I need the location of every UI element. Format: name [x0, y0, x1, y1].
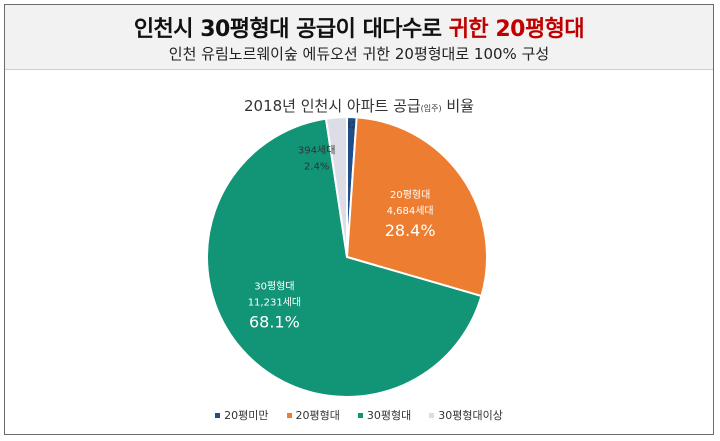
- chart-title-tail: 비율: [441, 97, 475, 115]
- legend-swatch: [286, 412, 292, 418]
- legend-label: 20평미만: [224, 409, 269, 422]
- chart-title: 2018년 인천시 아파트 공급(입주) 비율: [5, 95, 713, 116]
- chart-title-main: 2018년 인천시 아파트 공급: [243, 97, 421, 115]
- pie-slice-30평형대: [206, 117, 483, 398]
- title-main: 인천시 30평형대 공급이 대다수로: [133, 17, 449, 42]
- legend-swatch: [429, 412, 435, 418]
- legend-label: 30평형대: [366, 409, 412, 422]
- legend-label: 20평형대: [295, 409, 340, 422]
- data-label-name-30평형대: 30평형대: [254, 281, 294, 293]
- legend-item-30평형대이상: 30평형대이상: [429, 407, 503, 423]
- page-title: 인천시 30평형대 공급이 대다수로 귀한 20평형대: [5, 11, 713, 43]
- pie-chart: 182세대1.1%20평형대4,684세대28.4%30평형대11,231세대6…: [206, 115, 488, 398]
- legend-item-20평형대: 20평형대: [286, 407, 340, 423]
- pie-slice-30평형대이상: [324, 115, 348, 258]
- chart-legend: 20평미만 20평형대 30평형대 30평형대이상: [5, 407, 713, 423]
- legend-item-30평형대: 30평형대: [357, 407, 412, 423]
- legend-swatch: [357, 412, 363, 418]
- title-highlight: 귀한 20평형대: [448, 17, 585, 42]
- pie-slice-20평형대: [345, 116, 488, 298]
- data-label-count-20평형대: 4,684세대: [387, 205, 434, 217]
- data-label-pct-30평형대이상: 2.4%: [304, 161, 329, 172]
- chart-title-small: (입주): [420, 104, 442, 113]
- data-label-pct-30평형대: 68.1%: [249, 313, 300, 332]
- data-label-name-20평형대: 20평형대: [390, 189, 430, 201]
- legend-item-20평미만: 20평미만: [215, 407, 269, 423]
- infographic-frame: 인천시 30평형대 공급이 대다수로 귀한 20평형대 인천 유림노르웨이숲 에…: [4, 4, 714, 435]
- data-label-count-30평형대: 11,231세대: [248, 297, 301, 309]
- data-label-pct-20평형대: 28.4%: [385, 221, 436, 240]
- header-banner: 인천시 30평형대 공급이 대다수로 귀한 20평형대 인천 유림노르웨이숲 에…: [5, 5, 713, 70]
- data-label-count-30평형대이상: 394세대: [298, 144, 336, 156]
- legend-swatch: [215, 412, 221, 418]
- page-subtitle: 인천 유림노르웨이숲 에듀오션 귀한 20평형대로 100% 구성: [168, 45, 550, 63]
- legend-label: 30평형대이상: [438, 409, 503, 422]
